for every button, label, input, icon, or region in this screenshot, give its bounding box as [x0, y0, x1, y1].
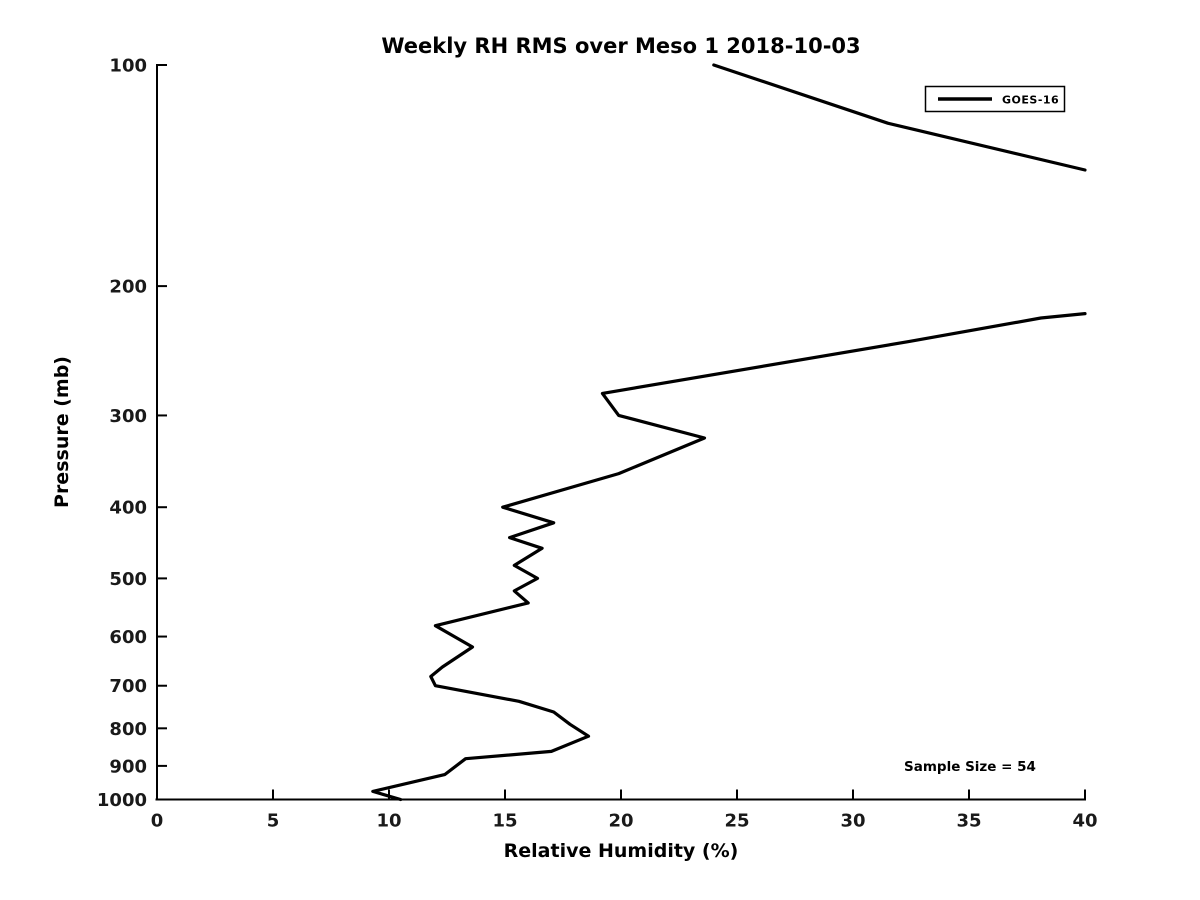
y-axis-label: Pressure (mb): [51, 356, 73, 508]
y-tick-label: 500: [109, 569, 147, 590]
data-line: [371, 312, 1087, 802]
y-tick-label: 100: [109, 56, 147, 77]
axes: 0 5 10 15 20 25 30 35 40 100 200 300 400 500 600 700 800…: [97, 56, 1098, 832]
x-tick-label: 5: [267, 811, 280, 832]
x-tick-label: 25: [724, 811, 749, 832]
y-tick-label: 800: [109, 719, 147, 740]
y-tick-label: 300: [109, 406, 147, 427]
y-tick-label: 700: [109, 676, 147, 697]
y-tick-label: 600: [109, 627, 147, 648]
x-tick-label: 35: [956, 811, 981, 832]
sample-size-annotation: Sample Size = 54: [904, 759, 1036, 775]
x-tick-label: 30: [840, 811, 865, 832]
legend-series-label: GOES-16: [1002, 94, 1059, 107]
x-tick-label: 0: [151, 811, 164, 832]
x-tick-label: 10: [376, 811, 401, 832]
data-series: [371, 63, 1087, 802]
y-tick-label: 1000: [97, 790, 147, 811]
chart-title: Weekly RH RMS over Meso 1 2018-10-03: [381, 34, 860, 58]
data-line: [712, 63, 1087, 172]
x-tick-label: 40: [1072, 811, 1097, 832]
x-tick-label: 20: [608, 811, 633, 832]
x-axis-label: Relative Humidity (%): [504, 840, 739, 862]
x-tick-label: 15: [492, 811, 517, 832]
y-tick-label: 400: [109, 498, 147, 519]
legend: GOES-16: [924, 85, 1066, 113]
y-tick-label: 200: [109, 277, 147, 298]
y-tick-label: 900: [109, 756, 147, 777]
